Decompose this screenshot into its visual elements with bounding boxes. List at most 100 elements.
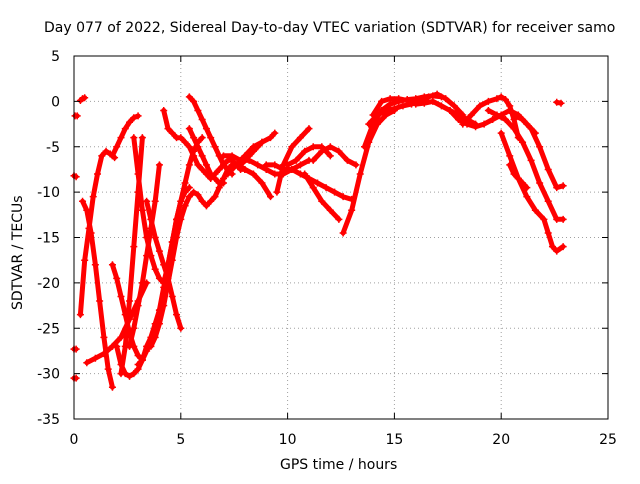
data-point <box>108 261 116 269</box>
data-point <box>198 134 206 142</box>
data-series-arc-28 <box>273 125 313 196</box>
data-point <box>194 161 202 169</box>
data-point <box>93 170 101 178</box>
data-point <box>143 252 151 260</box>
x-tick-label: 20 <box>492 432 510 448</box>
data-point <box>501 96 509 104</box>
data-series-arc-02 <box>76 94 89 104</box>
data-point <box>429 97 437 105</box>
data-point <box>489 116 497 124</box>
data-point <box>544 197 552 205</box>
data-point <box>194 106 202 114</box>
data-point <box>378 97 386 105</box>
data-point <box>130 324 138 332</box>
data-point <box>318 147 326 155</box>
y-tick-label: -5 <box>46 140 60 156</box>
series-trace <box>498 130 566 254</box>
data-point <box>81 256 89 264</box>
data-point <box>331 188 339 196</box>
series-trace <box>302 171 342 222</box>
data-point <box>309 156 317 164</box>
data-point <box>459 120 467 128</box>
data-point <box>198 152 206 160</box>
data-point <box>309 184 317 192</box>
data-point <box>267 134 275 142</box>
data-point <box>102 147 110 155</box>
data-point <box>501 116 509 124</box>
data-point <box>117 333 125 341</box>
data-point <box>177 324 185 332</box>
data-point <box>390 105 398 113</box>
data-point <box>284 161 292 169</box>
data-point <box>194 191 202 199</box>
data-point <box>506 161 514 169</box>
data-point <box>108 152 116 160</box>
data-point <box>168 129 176 137</box>
data-point <box>258 138 266 146</box>
data-point <box>117 134 125 142</box>
data-point <box>335 215 343 223</box>
data-point <box>207 134 215 142</box>
data-point <box>484 106 492 114</box>
data-point <box>130 114 138 122</box>
x-tick-label: 25 <box>599 432 617 448</box>
data-point <box>164 279 172 287</box>
data-point <box>437 102 445 110</box>
data-point <box>523 193 531 201</box>
data-series-arc-26 <box>232 161 275 201</box>
data-series-arc-15 <box>143 197 185 332</box>
data-point <box>76 311 84 319</box>
data-point <box>83 206 91 214</box>
data-point <box>155 247 163 255</box>
data-point <box>147 215 155 223</box>
data-point <box>271 129 279 137</box>
data-point <box>399 102 407 110</box>
data-point <box>369 111 377 119</box>
data-series-arc-39 <box>497 129 567 255</box>
data-point <box>134 361 142 369</box>
data-point <box>155 274 163 282</box>
y-tick-label: 5 <box>51 49 60 65</box>
data-point <box>220 161 228 169</box>
data-point <box>181 202 189 210</box>
data-point <box>420 99 428 107</box>
data-points <box>70 90 567 391</box>
data-series-arc-40 <box>510 111 567 192</box>
data-point <box>536 179 544 187</box>
data-point <box>523 184 531 192</box>
data-point <box>258 179 266 187</box>
data-point <box>446 106 454 114</box>
data-point <box>117 292 125 300</box>
data-point <box>220 152 228 160</box>
data-point <box>386 95 394 103</box>
data-point <box>553 98 561 106</box>
data-point <box>207 197 215 205</box>
data-point <box>309 143 317 151</box>
data-point <box>151 265 159 273</box>
data-point <box>138 206 146 214</box>
data-point <box>185 184 193 192</box>
data-point <box>454 116 462 124</box>
data-point <box>190 152 198 160</box>
data-point <box>544 165 552 173</box>
data-series-arc-41 <box>506 161 531 192</box>
data-point <box>484 97 492 105</box>
data-series-arc-07 <box>108 112 142 160</box>
data-point <box>553 184 561 192</box>
data-point <box>160 106 168 114</box>
data-point <box>224 170 232 178</box>
data-point <box>181 179 189 187</box>
data-point <box>395 95 403 103</box>
data-point <box>185 125 193 133</box>
data-point <box>151 333 159 341</box>
data-point <box>553 247 561 255</box>
data-point <box>237 156 245 164</box>
data-point <box>134 351 142 359</box>
data-point <box>121 125 129 133</box>
data-series-arc-31 <box>309 143 360 169</box>
data-series-arc-14 <box>126 161 163 350</box>
data-point <box>81 94 89 102</box>
data-point <box>177 134 185 142</box>
data-series-arc-04 <box>70 345 80 353</box>
